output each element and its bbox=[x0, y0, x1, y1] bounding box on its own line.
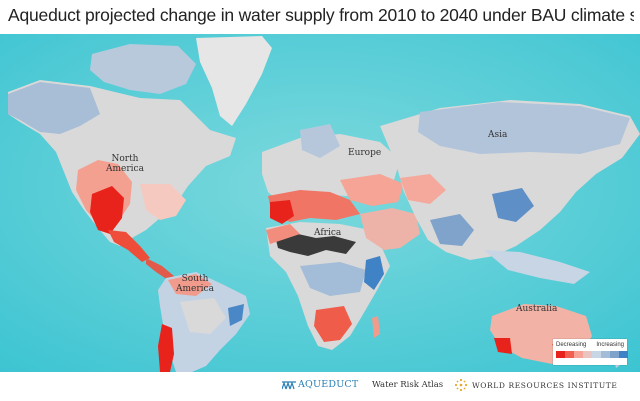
iberia-strong-decrease bbox=[270, 200, 294, 224]
legend-increasing-label: Increasing bbox=[596, 342, 624, 348]
africa-central-increase bbox=[300, 262, 366, 296]
legend-color-scale bbox=[556, 351, 628, 358]
region-label-text: Australia bbox=[516, 304, 558, 314]
legend-swatch bbox=[610, 351, 619, 358]
legend-swatch bbox=[601, 351, 610, 358]
siberia-increase bbox=[418, 102, 630, 154]
region-label-text: Asia bbox=[488, 130, 508, 140]
region-label-europe: Europe bbox=[348, 148, 381, 158]
us-east-light bbox=[140, 184, 186, 220]
region-label-asia: Asia bbox=[488, 130, 507, 140]
aqueduct-logo-icon bbox=[282, 381, 296, 390]
region-label-australia: Australia bbox=[516, 304, 557, 314]
legend-swatch bbox=[583, 351, 592, 358]
legend-swatch bbox=[619, 351, 628, 358]
aqueduct-logo-text: AQUEDUCT bbox=[298, 379, 359, 390]
china-east-increase bbox=[492, 188, 534, 222]
south-america-central bbox=[180, 298, 226, 334]
legend-decreasing-label: Decreasing bbox=[556, 342, 587, 348]
region-label-text: South America bbox=[176, 274, 214, 294]
legend-swatch bbox=[592, 351, 601, 358]
region-label-south-america: South America bbox=[176, 274, 214, 294]
wri-logo-icon bbox=[454, 378, 468, 392]
map-legend: Decreasing Increasing bbox=[553, 339, 628, 365]
arctic-islands-shape bbox=[90, 44, 196, 94]
europe-east-decrease bbox=[340, 174, 404, 206]
sahara-arid bbox=[276, 234, 356, 256]
se-asia-shape bbox=[484, 250, 590, 284]
middle-east-shape bbox=[360, 208, 420, 250]
africa-north-decrease bbox=[266, 224, 300, 244]
mexico-decrease bbox=[108, 230, 150, 262]
north-america-increase-zone bbox=[8, 82, 100, 134]
region-label-text: Africa bbox=[314, 228, 342, 238]
region-label-text: North America bbox=[106, 154, 144, 174]
region-label-text: Europe bbox=[348, 148, 382, 158]
central-asia-decrease bbox=[400, 174, 446, 204]
region-label-north-america: North America bbox=[106, 154, 144, 174]
south-america-east-increase bbox=[228, 304, 244, 326]
legend-swatch bbox=[556, 351, 565, 358]
footer-logos: AQUEDUCT Water Risk Atlas WORLD RESOURCE… bbox=[0, 372, 640, 401]
south-america-west-decrease bbox=[158, 324, 174, 372]
legend-swatch bbox=[565, 351, 574, 358]
south-america-north-decrease bbox=[168, 274, 212, 296]
asia-south-increase bbox=[430, 214, 474, 246]
wri-logo-text: WORLD RESOURCES INSTITUTE bbox=[472, 381, 618, 390]
aqueduct-logo-subtitle: Water Risk Atlas bbox=[372, 380, 444, 390]
north-america-sw-strong-decrease bbox=[90, 186, 124, 234]
central-america-shape bbox=[146, 258, 174, 280]
scandinavia-increase bbox=[300, 124, 340, 158]
world-map[interactable]: North America South America Europe Afric… bbox=[0, 34, 640, 372]
east-africa-increase bbox=[364, 256, 384, 290]
world-map-canvas bbox=[0, 34, 640, 372]
map-title: Aqueduct projected change in water suppl… bbox=[8, 5, 634, 25]
region-label-africa: Africa bbox=[314, 228, 341, 238]
greenland-shape bbox=[196, 36, 272, 126]
australia-southwest-decrease bbox=[494, 338, 512, 354]
southern-africa-decrease bbox=[314, 306, 352, 342]
madagascar-shape bbox=[372, 316, 380, 338]
legend-swatch bbox=[574, 351, 583, 358]
